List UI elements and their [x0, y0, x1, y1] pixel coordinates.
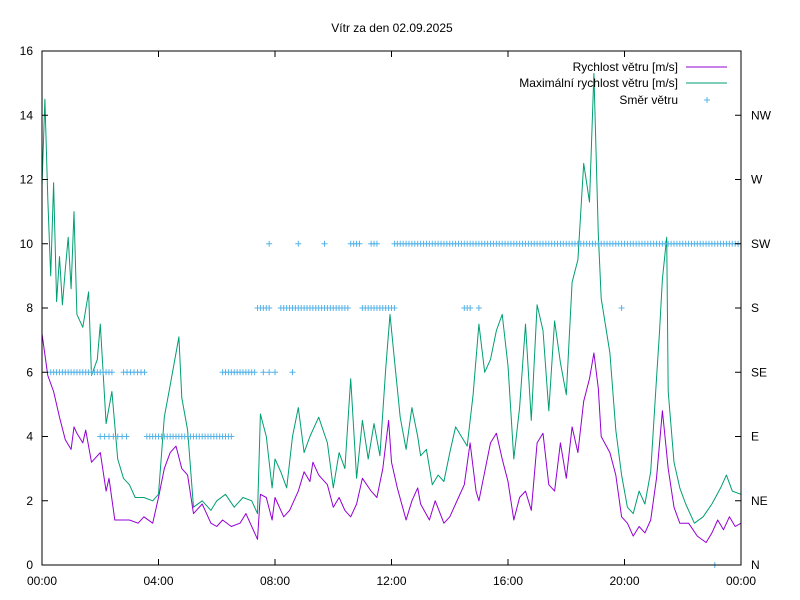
- x-tick-label: 00:00: [726, 574, 756, 588]
- wind-direction-point: [356, 240, 363, 247]
- wind-direction-point: [266, 369, 273, 376]
- y2-tick-label: N: [751, 558, 760, 572]
- y-tick-label: 6: [26, 365, 33, 379]
- chart-title: Vítr za den 02.09.2025: [331, 21, 453, 35]
- wind-direction-point: [618, 305, 625, 311]
- plot-points: [47, 240, 742, 568]
- wind-direction-point: [260, 369, 267, 376]
- legend: Rychlost větru [m/s] Maximální rychlost v…: [519, 60, 727, 107]
- y-tick-label: 0: [26, 558, 33, 572]
- y2-tick-label: E: [751, 430, 759, 444]
- x-axis: 00:00 04:00 08:00 12:00 16:00 20:00 00:00: [27, 51, 756, 588]
- wind-direction-point: [123, 433, 130, 440]
- wind-direction-point: [391, 305, 398, 311]
- y2-tick-label: SW: [751, 237, 771, 251]
- wind-direction-point: [266, 305, 273, 311]
- x-tick-label: 04:00: [143, 574, 173, 588]
- wind-speed-line: [41, 333, 742, 543]
- x-tick-label: 00:00: [27, 574, 57, 588]
- wind-direction-point: [108, 369, 115, 376]
- legend-label: Směr větru: [619, 93, 678, 107]
- y-axis: 0 2 4 6 8 10 12 14 16: [20, 44, 48, 572]
- wind-direction-point: [228, 433, 235, 440]
- y2-axis: N NE E SE S SW W NW: [735, 108, 772, 572]
- y2-tick-label: S: [751, 301, 759, 315]
- wind-direction-point: [467, 305, 474, 311]
- max-wind-speed-line: [41, 73, 742, 524]
- wind-direction-point: [373, 240, 380, 247]
- wind-direction-point: [251, 369, 258, 376]
- x-tick-label: 16:00: [493, 574, 523, 588]
- wind-direction-point: [295, 240, 302, 247]
- y-tick-label: 10: [20, 237, 34, 251]
- y-tick-label: 14: [20, 108, 34, 122]
- wind-direction-point: [344, 305, 351, 311]
- legend-label: Maximální rychlost větru [m/s]: [519, 76, 678, 90]
- y2-tick-label: NW: [751, 108, 772, 122]
- wind-direction-point: [475, 305, 482, 311]
- plot-lines: [41, 73, 742, 543]
- wind-direction-point: [289, 369, 296, 376]
- wind-direction-point: [321, 240, 328, 247]
- wind-direction-point: [272, 369, 278, 376]
- y2-tick-label: NE: [751, 494, 768, 508]
- y-tick-label: 2: [26, 494, 33, 508]
- y2-tick-label: SE: [751, 365, 767, 379]
- legend-point: [704, 97, 710, 103]
- legend-label: Rychlost větru [m/s]: [573, 60, 678, 74]
- y-tick-label: 8: [26, 301, 33, 315]
- y-tick-label: 4: [26, 430, 33, 444]
- x-tick-label: 20:00: [609, 574, 639, 588]
- x-tick-label: 08:00: [260, 574, 290, 588]
- x-tick-label: 12:00: [376, 574, 406, 588]
- wind-direction-point: [141, 369, 148, 376]
- wind-direction-point: [266, 240, 273, 247]
- y-tick-label: 16: [20, 44, 34, 58]
- y-tick-label: 12: [20, 173, 34, 187]
- y2-tick-label: W: [751, 173, 763, 187]
